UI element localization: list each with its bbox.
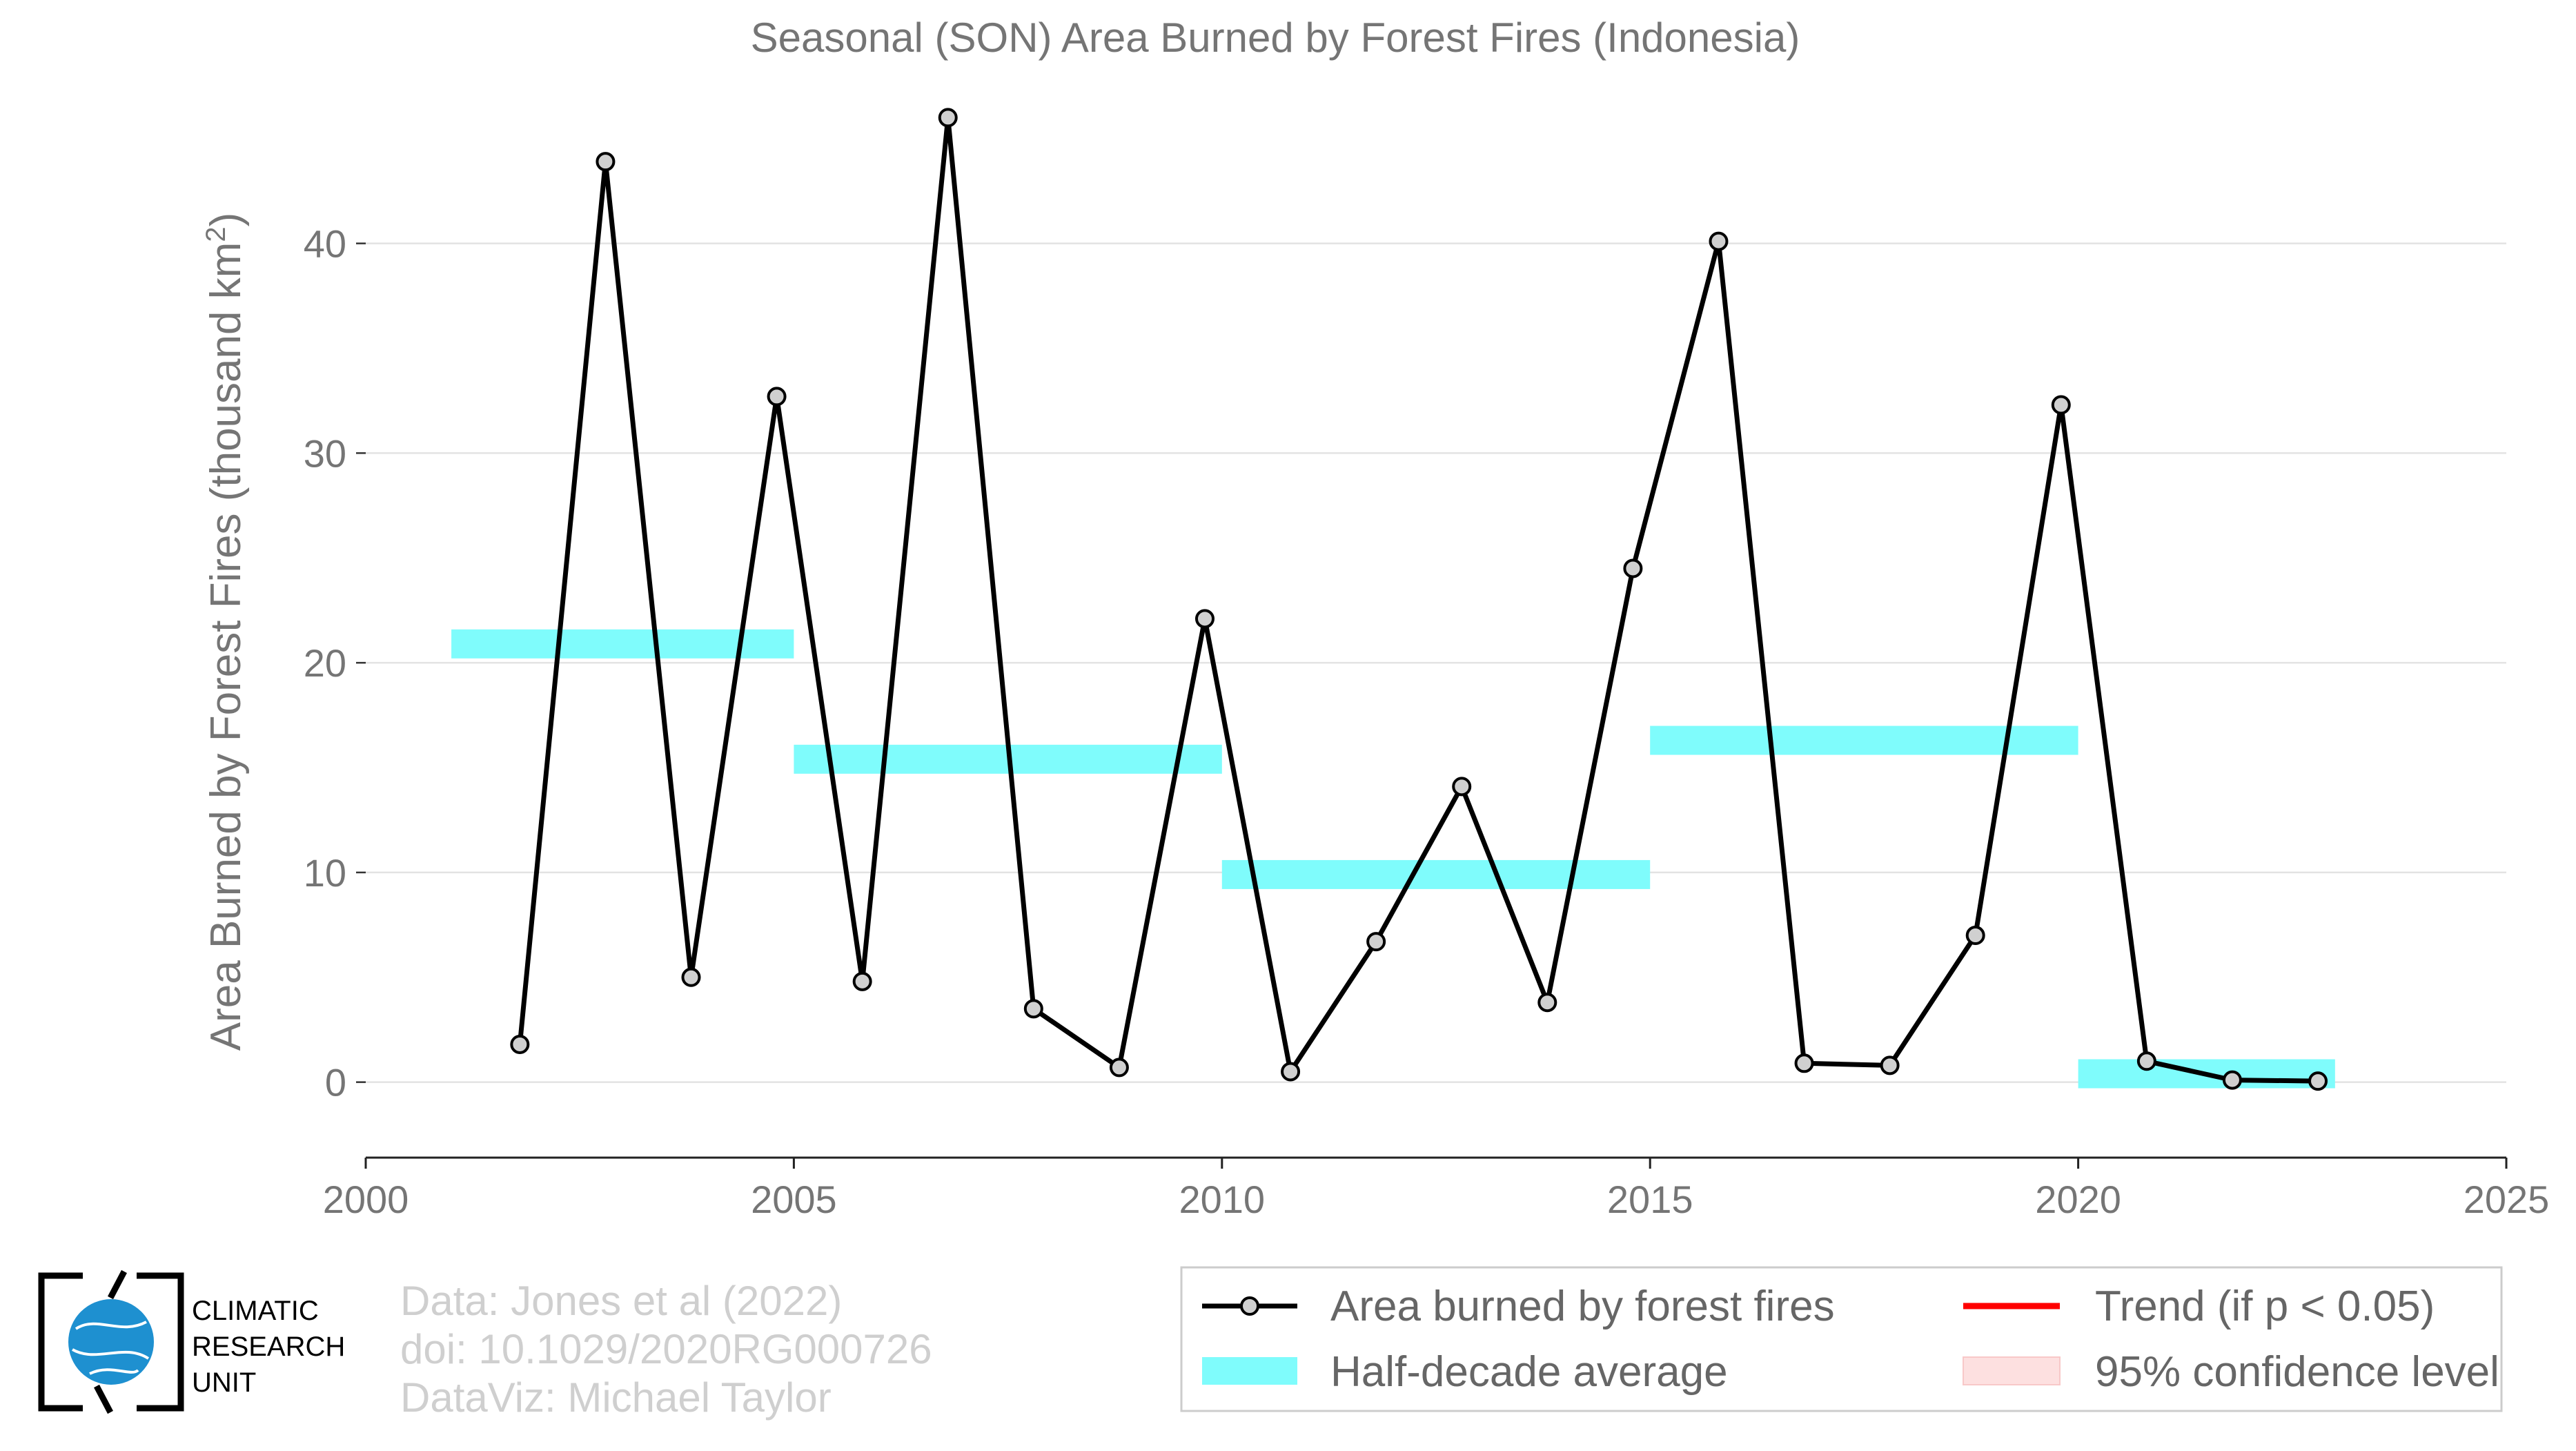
legend-label-trend: Trend (if p < 0.05) (2095, 1283, 2435, 1330)
x-tick-label-2000: 2000 (323, 1178, 409, 1221)
data-point-15 (1794, 1053, 1814, 1073)
series-line-area-burned (517, 115, 2319, 1084)
logo-line-2: RESEARCH (192, 1332, 345, 1362)
y-axis-label-end: ) (202, 213, 250, 227)
half-decade-bar-2 (1221, 859, 1651, 889)
logo-slash-bottom (94, 1384, 113, 1414)
half-decade-bar-3 (1650, 726, 2078, 755)
logo-slash-top (108, 1269, 127, 1300)
data-point-18 (2051, 395, 2071, 415)
series-area-burned (510, 108, 2328, 1091)
data-point-4 (852, 971, 872, 991)
axes: 0 10 20 30 40 2000 2005 2010 2015 2020 2025 (304, 222, 2550, 1221)
globe-swirl (72, 1321, 150, 1375)
logo-line-3: UNIT (192, 1367, 256, 1398)
chart-title: Seasonal (SON) Area Burned by Forest Fir… (751, 14, 1800, 61)
data-point-21 (2308, 1071, 2328, 1091)
legend-box (1180, 1266, 2503, 1412)
data-point-19 (2136, 1051, 2156, 1071)
y-axis-label-main: Area Burned by Forest Fires (thousand km (202, 242, 250, 1051)
data-point-17 (1965, 926, 1985, 946)
data-point-3 (767, 387, 787, 407)
y-axis-label: Area Burned by Forest Fires (thousand km… (201, 213, 250, 1051)
y-tick-label-20: 20 (304, 641, 346, 685)
logo-bracket-right (137, 1272, 184, 1412)
legend-marker-area-burned (1240, 1296, 1259, 1316)
data-point-5 (938, 108, 958, 128)
data-point-8 (1194, 609, 1215, 629)
x-tick-label-2020: 2020 (2035, 1178, 2121, 1221)
data-point-6 (1023, 999, 1043, 1019)
y-tick-label-0: 0 (325, 1061, 346, 1104)
data-point-10 (1366, 932, 1386, 952)
x-tick-label-2010: 2010 (1179, 1178, 1266, 1221)
legend: Area burned by forest fires Trend (if p … (1180, 1266, 2503, 1412)
y-tick-label-40: 40 (304, 222, 346, 266)
legend-label-confidence: 95% confidence level (2095, 1348, 2499, 1396)
data-point-0 (510, 1034, 530, 1054)
logo-line-1: CLIMATIC (192, 1296, 319, 1326)
data-point-9 (1281, 1062, 1301, 1082)
x-tick-label-2025: 2025 (2464, 1178, 2550, 1221)
logo-bracket-left (38, 1272, 83, 1412)
x-tick-label-2015: 2015 (1607, 1178, 1693, 1221)
data-point-14 (1709, 231, 1729, 251)
credit-dataviz: DataViz: Michael Taylor (400, 1374, 832, 1421)
y-tick-label-30: 30 (304, 431, 346, 475)
legend-swatch-half-decade (1202, 1357, 1297, 1385)
data-point-20 (2222, 1070, 2242, 1090)
legend-label-half-decade: Half-decade average (1330, 1348, 1728, 1396)
credit-doi: doi: 10.1029/2020RG000726 (400, 1326, 932, 1372)
data-point-7 (1109, 1058, 1129, 1078)
cru-logo: CLIMATIC RESEARCH UNIT (38, 1269, 345, 1414)
data-point-1 (596, 152, 616, 172)
x-tick-label-2005: 2005 (751, 1178, 837, 1221)
data-point-2 (681, 967, 701, 987)
data-point-13 (1623, 558, 1643, 578)
data-point-11 (1452, 777, 1472, 797)
y-tick-label-10: 10 (304, 851, 346, 895)
data-point-12 (1537, 993, 1557, 1013)
data-point-16 (1880, 1055, 1900, 1075)
legend-label-area-burned: Area burned by forest fires (1330, 1283, 1835, 1330)
y-axis-label-superscript: 2 (201, 226, 231, 242)
legend-swatch-confidence (1963, 1356, 2061, 1385)
globe-icon (68, 1299, 154, 1385)
credit-data-source: Data: Jones et al (2022) (400, 1278, 842, 1324)
